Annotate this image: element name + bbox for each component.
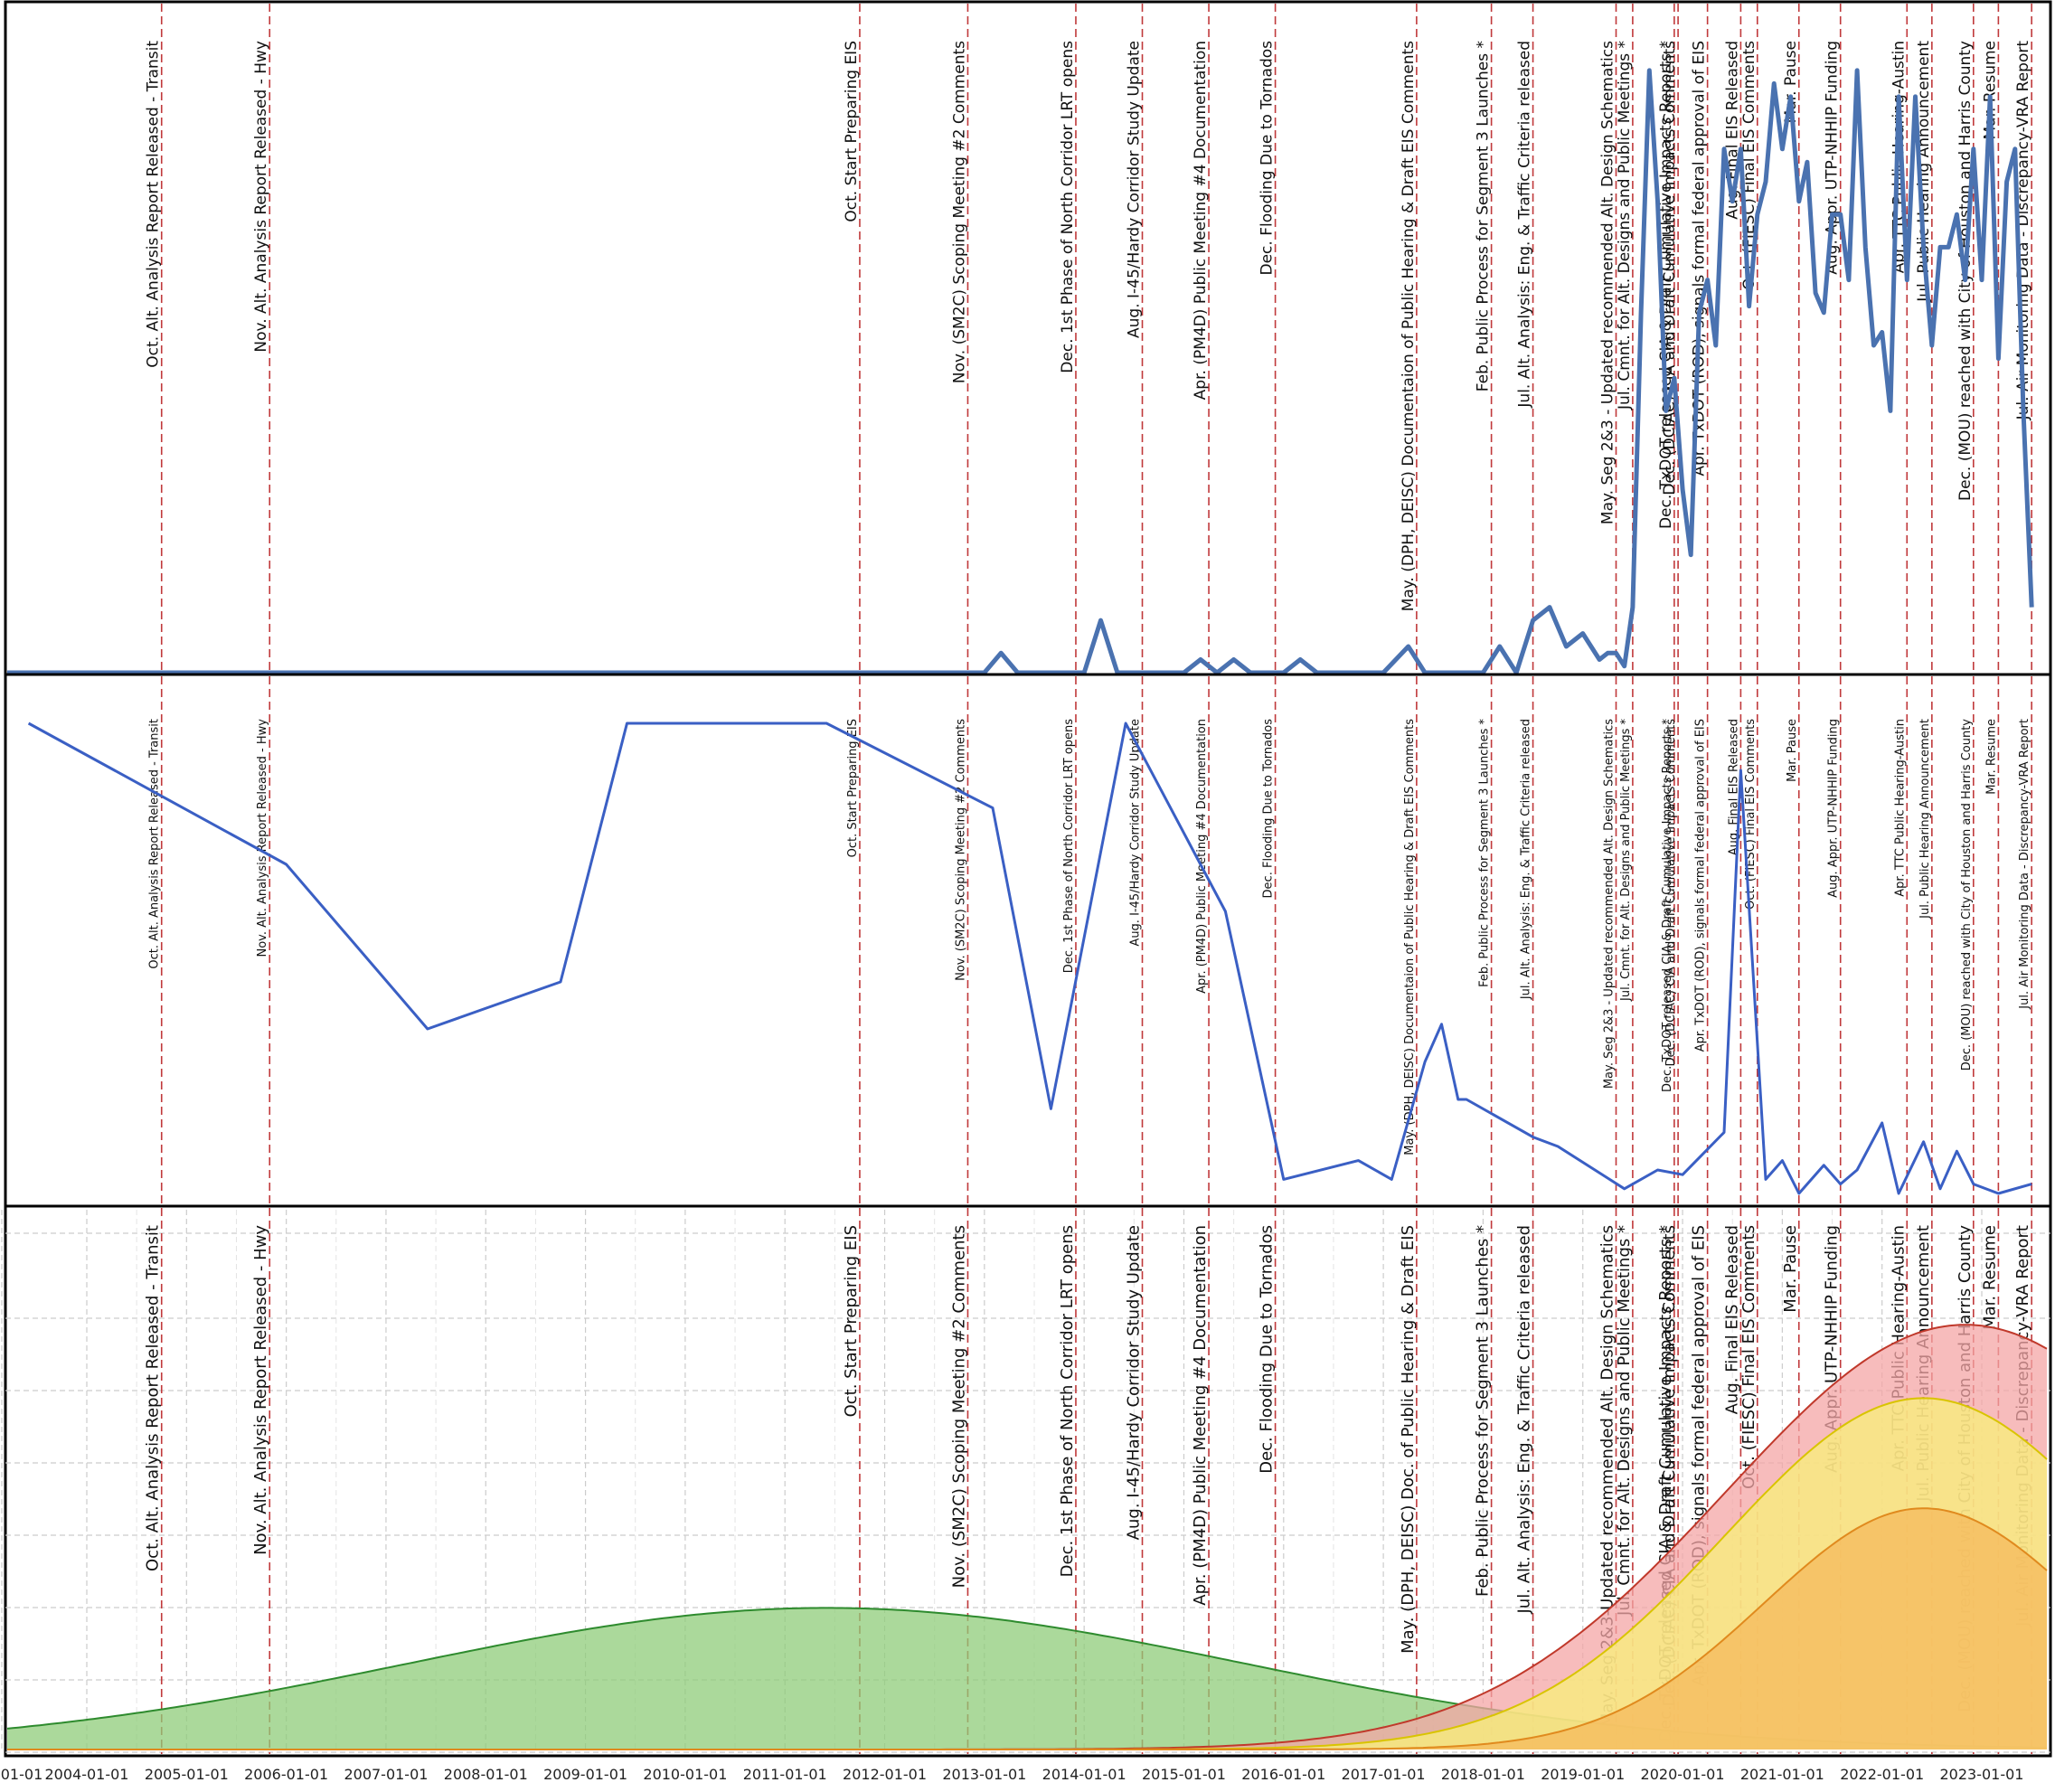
event-label: Jul. Alt. Analysis: Eng. & Traffic Crite… xyxy=(1520,719,1533,1000)
event-label: Dec. (MOU) reached with City of Houston … xyxy=(1960,719,1974,1071)
x-tick-label: 2017-01-01 xyxy=(1342,1766,1426,1783)
middle-series-line xyxy=(27,722,2032,1195)
event-label: Oct. Alt. Analysis Report Released - Tra… xyxy=(144,1225,163,1571)
event-label: May. Seg 2&3 - Updated recommended Alt. … xyxy=(1599,41,1617,524)
x-tick-label: 2006-01-01 xyxy=(244,1766,328,1783)
event-label: Oct. Alt. Analysis Report Released - Tra… xyxy=(145,41,163,368)
event-label: Feb. Public Process for Segment 3 Launch… xyxy=(1475,41,1493,391)
x-tick-label: 2021-01-01 xyxy=(1740,1766,1824,1783)
x-tick-label: 2023-01-01 xyxy=(1940,1766,2024,1783)
event-label: Nov. (SM2C) Scoping Meeting #2 Comments xyxy=(954,719,967,981)
event-label: Dec. Flooding Due to Tornados xyxy=(1258,41,1277,276)
x-tick-label: 01-01 xyxy=(1,1766,43,1783)
event-label: May. (DPH, DEISC) Documentaion of Public… xyxy=(1400,41,1418,611)
x-tick-label: 2018-01-01 xyxy=(1441,1766,1525,1783)
event-label: Dec. TxDOT released CIA & Draft Cumulati… xyxy=(1661,719,1674,1092)
x-tick-label: 2014-01-01 xyxy=(1042,1766,1126,1783)
event-label: Apr. (PM4D) Public Meeting #4 Documentat… xyxy=(1195,719,1209,994)
event-label: May. (DPH, DEISC) Documentaion of Public… xyxy=(1403,719,1417,1155)
event-label: Jul. Public Hearing Announcement xyxy=(1918,719,1932,920)
event-label: Jul. Cmnt. for Alt. Designs and Public M… xyxy=(1619,719,1633,1002)
x-tick-label: 2020-01-01 xyxy=(1641,1766,1725,1783)
event-label: Nov. (SM2C) Scoping Meeting #2 Comments xyxy=(950,41,968,383)
event-label: Aug. I-45/Hardy Corridor Study Update xyxy=(1125,1225,1144,1540)
event-label: Jul. Public Hearing Announcement xyxy=(1915,41,1933,303)
event-label: Aug. Appr. UTP-NHHIP Funding xyxy=(1824,41,1842,275)
x-tick-label: 2019-01-01 xyxy=(1541,1766,1625,1783)
event-label: Dec. 1st Phase of North Corridor LRT ope… xyxy=(1059,41,1077,373)
area-line xyxy=(7,1507,2048,1750)
x-tick-label: 2015-01-01 xyxy=(1142,1766,1226,1783)
event-label: Jul. Cmnt. for Alt. Designs and Public M… xyxy=(1615,1225,1634,1617)
event-label: May. (DPH, DEISC) Doc. of Public Hearing… xyxy=(1399,1225,1418,1654)
event-label: Mar. Resume xyxy=(1980,1225,1999,1330)
x-tick-label: 2010-01-01 xyxy=(643,1766,727,1783)
event-label: Nov. Alt. Analysis Report Released - Hwy xyxy=(251,1225,270,1555)
event-label: Jul. Alt. Analysis: Eng. & Traffic Crite… xyxy=(1516,41,1534,409)
event-label: Nov. Alt. Analysis Report Released - Hwy xyxy=(252,41,270,353)
area-series-group xyxy=(6,1324,2048,1750)
event-label: Apr. TxDOT (ROD), signals formal federal… xyxy=(1694,719,1708,1052)
x-tick-label: 2008-01-01 xyxy=(444,1766,528,1783)
top-line-panel: Oct. Alt. Analysis Report Released - Tra… xyxy=(4,0,2052,676)
event-label: Jul. Air Monitoring Data - Discrepancy-V… xyxy=(2018,719,2031,1010)
event-label: Dec. 1st Phase of North Corridor LRT ope… xyxy=(1058,1225,1077,1577)
event-label: Oct. Start Preparing EIS xyxy=(846,719,860,857)
event-label: Nov. (SM2C) Scoping Meeting #2 Comments xyxy=(949,1225,968,1588)
event-label: Apr. TxDOT (ROD), signals formal federal… xyxy=(1691,41,1709,476)
event-label: Dec. Flooding Due to Tornados xyxy=(1262,719,1276,899)
event-label: Feb. Public Process for Segment 3 Launch… xyxy=(1478,719,1492,987)
event-label: Aug. I-45/Hardy Corridor Study Update xyxy=(1129,719,1143,947)
event-label: Dec. Flooding Due to Tornados xyxy=(1258,1225,1277,1474)
event-label: Oct. Start Preparing EIS xyxy=(843,41,861,222)
event-label: Oct. (FIESC) Final EIS Comments xyxy=(1739,1225,1758,1489)
area-fill xyxy=(7,1608,2047,1750)
event-label: Oct. (FIESC) Final EIS Comments xyxy=(1744,719,1758,910)
x-tick-label: 2022-01-01 xyxy=(1840,1766,1924,1783)
area-fill xyxy=(7,1508,2047,1750)
event-label: Oct. Start Preparing EIS xyxy=(842,1225,861,1417)
x-tick-label: 2009-01-01 xyxy=(543,1766,627,1783)
x-axis: 01-01 2004-01-01 2005-01-01 2006-01-01 2007-… xyxy=(1,1766,2024,1783)
event-label: Jul. Cmnt. for Alt. Designs and Public M… xyxy=(1616,41,1634,410)
event-label: May. Seg 2&3-Updated recommended Alt. De… xyxy=(1598,1225,1617,1727)
x-tick-label: 2011-01-01 xyxy=(743,1766,827,1783)
event-label: Mar. Resume xyxy=(1981,41,1999,139)
x-tick-label: 2007-01-01 xyxy=(344,1766,428,1783)
x-tick-label: 2005-01-01 xyxy=(145,1766,229,1783)
panel-frame xyxy=(4,0,2052,676)
event-label: Apr. TTC Public Hearing-Austin xyxy=(1893,719,1907,897)
event-label: Feb. Public Process for Segment 3 Launch… xyxy=(1474,1225,1493,1597)
event-label: Jul. Alt. Analysis: Eng. & Traffic Crite… xyxy=(1515,1225,1534,1614)
event-label: Aug. I-45/Hardy Corridor Study Update xyxy=(1126,41,1144,338)
event-label: Dec. 1st Phase of North Corridor LRT ope… xyxy=(1062,719,1076,973)
event-label: Mar. Pause xyxy=(1781,1225,1800,1313)
x-tick-label: 2012-01-01 xyxy=(843,1766,927,1783)
event-label: Mar. Resume xyxy=(1984,719,1998,795)
event-label: Nov. Alt. Analysis Report Released - Hwy xyxy=(256,719,269,957)
event-label: Aug. Appr. UTP-NHHIP Funding xyxy=(1827,719,1841,898)
x-tick-label: 2004-01-01 xyxy=(45,1766,129,1783)
event-label: Dec. (DCIAC) CIA and Draft Cumulative Im… xyxy=(1664,719,1678,1067)
event-label: Dec. TxDOT released CIA & Draft Cumulati… xyxy=(1657,41,1675,529)
panel-frame xyxy=(4,673,2052,1208)
event-label: Mar. Pause xyxy=(1782,41,1800,123)
bottom-area-panel: Oct. Alt. Analysis Report Released - Tra… xyxy=(1,1204,2052,1783)
event-label: Oct. Alt. Analysis Report Released - Tra… xyxy=(148,719,162,969)
x-tick-label: 2013-01-01 xyxy=(942,1766,1026,1783)
middle-line-panel: Oct. Alt. Analysis Report Released - Tra… xyxy=(4,673,2052,1208)
event-label: Apr. (PM4D) Public Meeting #4 Documentat… xyxy=(1192,41,1210,400)
event-label: Mar. Pause xyxy=(1786,719,1799,782)
x-tick-label: 2016-01-01 xyxy=(1241,1766,1325,1783)
event-label: Aug. Final EIS Released xyxy=(1722,1225,1741,1414)
event-label: Apr. (PM4D) Public Meeting #4 Documentat… xyxy=(1191,1225,1210,1606)
event-label: May. Seg 2&3 - Updated recommended Alt. … xyxy=(1603,719,1617,1089)
